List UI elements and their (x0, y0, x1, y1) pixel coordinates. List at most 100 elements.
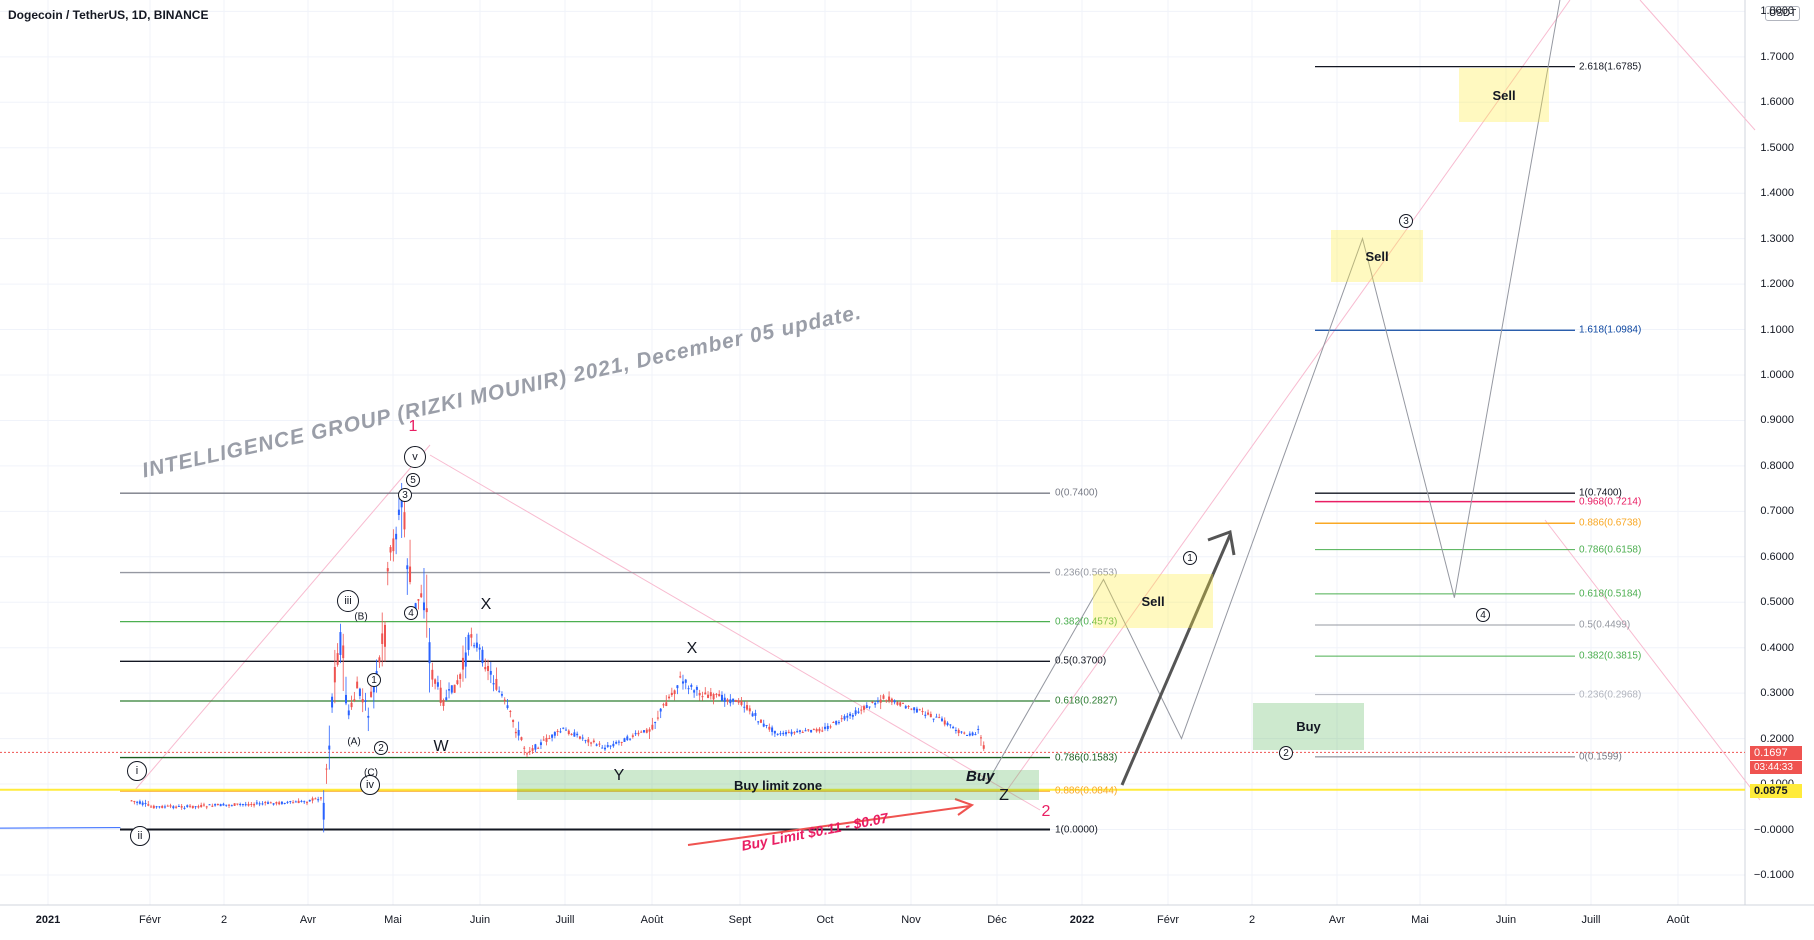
candle-body (671, 693, 673, 695)
candle-body (963, 733, 965, 734)
candle-body (434, 679, 436, 683)
sell-zone-1[interactable]: Sell (1093, 574, 1213, 628)
candle-body (615, 742, 617, 744)
candle-body (713, 694, 715, 699)
candle-body (813, 729, 815, 730)
sell-zone-2[interactable]: Sell (1331, 230, 1423, 282)
candle-body (403, 512, 405, 529)
time-axis-label: Avr (1329, 914, 1345, 926)
candle-body (139, 801, 141, 803)
candle-body (888, 697, 890, 701)
candle-body (348, 710, 350, 715)
candle-body (832, 722, 834, 723)
time-axis-label: Sept (729, 914, 752, 926)
time-axis-label: Avr (300, 914, 316, 926)
candle-body (690, 685, 692, 687)
candle-body (390, 547, 392, 552)
candle-body (568, 731, 570, 734)
candle-body (362, 699, 364, 702)
candle-body (242, 804, 244, 805)
candle-body (337, 653, 339, 665)
buy-limit-zone[interactable]: Buy limit zone (517, 770, 1039, 800)
candle-body (209, 804, 211, 805)
candle-body (596, 744, 598, 745)
wave-circle-v: v (404, 446, 426, 468)
price-axis-label: 1.4000 (1760, 187, 1794, 199)
candle-body (537, 748, 539, 749)
price-axis-label: 1.8000 (1760, 5, 1794, 17)
candle-body (370, 692, 372, 697)
candle-body (142, 803, 144, 805)
candle-body (250, 804, 252, 805)
candle-body (810, 730, 812, 732)
fib-left-label: 0(0.7400) (1055, 488, 1098, 499)
candle-body (192, 806, 194, 808)
candle-body (167, 806, 169, 807)
fib-right-label: 0.236(0.2968) (1579, 689, 1641, 700)
candle-body (908, 706, 910, 707)
candle-body (284, 803, 286, 804)
candle-body (718, 694, 720, 696)
candle-body (651, 725, 653, 730)
time-axis-label: Juill (1582, 914, 1601, 926)
candle-body (972, 733, 974, 736)
candle-body (529, 751, 531, 752)
candle-body (509, 711, 511, 712)
candle-body (462, 658, 464, 670)
projection-circle-1: 1 (1183, 551, 1197, 565)
price-axis-label: −0.0000 (1754, 824, 1794, 836)
time-axis-label: Févr (139, 914, 161, 926)
candle-body (924, 715, 926, 716)
sell-zone-3[interactable]: Sell (1459, 68, 1549, 122)
candle-body (788, 732, 790, 733)
time-axis-label: Août (1667, 914, 1690, 926)
candle-body (593, 741, 595, 742)
price-axis-label: 0.2000 (1760, 733, 1794, 745)
candle-body (910, 709, 912, 710)
candle-body (203, 805, 205, 806)
buy-zone[interactable]: Buy (1253, 703, 1364, 750)
candle-body (195, 806, 197, 807)
candle-body (398, 510, 400, 515)
candle-body (476, 643, 478, 648)
candle-body (298, 801, 300, 803)
candle-body (571, 734, 573, 735)
candle-body (657, 718, 659, 719)
fib-right-label: 0.886(0.6738) (1579, 518, 1641, 529)
candle-body (158, 806, 160, 807)
fib-left-label: 1(0.0000) (1055, 824, 1098, 835)
candle-body (484, 667, 486, 669)
trend-line-2 (430, 455, 1040, 810)
candle-body (323, 803, 325, 820)
projection-circle-4: 4 (1476, 608, 1490, 622)
time-axis-label: Déc (987, 914, 1007, 926)
candle-body (526, 753, 528, 754)
candle-body (821, 731, 823, 732)
trend-line-4 (1640, 0, 1755, 130)
candle-body (392, 538, 394, 551)
wave-circle-1: 1 (367, 673, 381, 687)
candle-body (752, 713, 754, 716)
candle-body (729, 699, 731, 703)
candle-body (640, 732, 642, 733)
candle-body (830, 726, 832, 727)
candle-body (679, 676, 681, 677)
candle-body (869, 706, 871, 707)
candle-body (512, 720, 514, 722)
time-axis-label: Juill (556, 914, 575, 926)
candle-body (846, 716, 848, 718)
candle-body (479, 648, 481, 650)
candle-body (295, 801, 297, 802)
candle-body (905, 706, 907, 708)
candle-body (793, 732, 795, 733)
candle-body (131, 800, 133, 801)
candle-body (635, 733, 637, 734)
wave-label-x1: X (481, 596, 492, 614)
wave-label-z: Z (999, 787, 1009, 805)
candle-body (470, 634, 472, 638)
wave-circle-5: 5 (406, 473, 420, 487)
candle-body (520, 737, 522, 740)
candle-body (367, 716, 369, 718)
candle-body (309, 800, 311, 801)
candle-body (799, 730, 801, 732)
